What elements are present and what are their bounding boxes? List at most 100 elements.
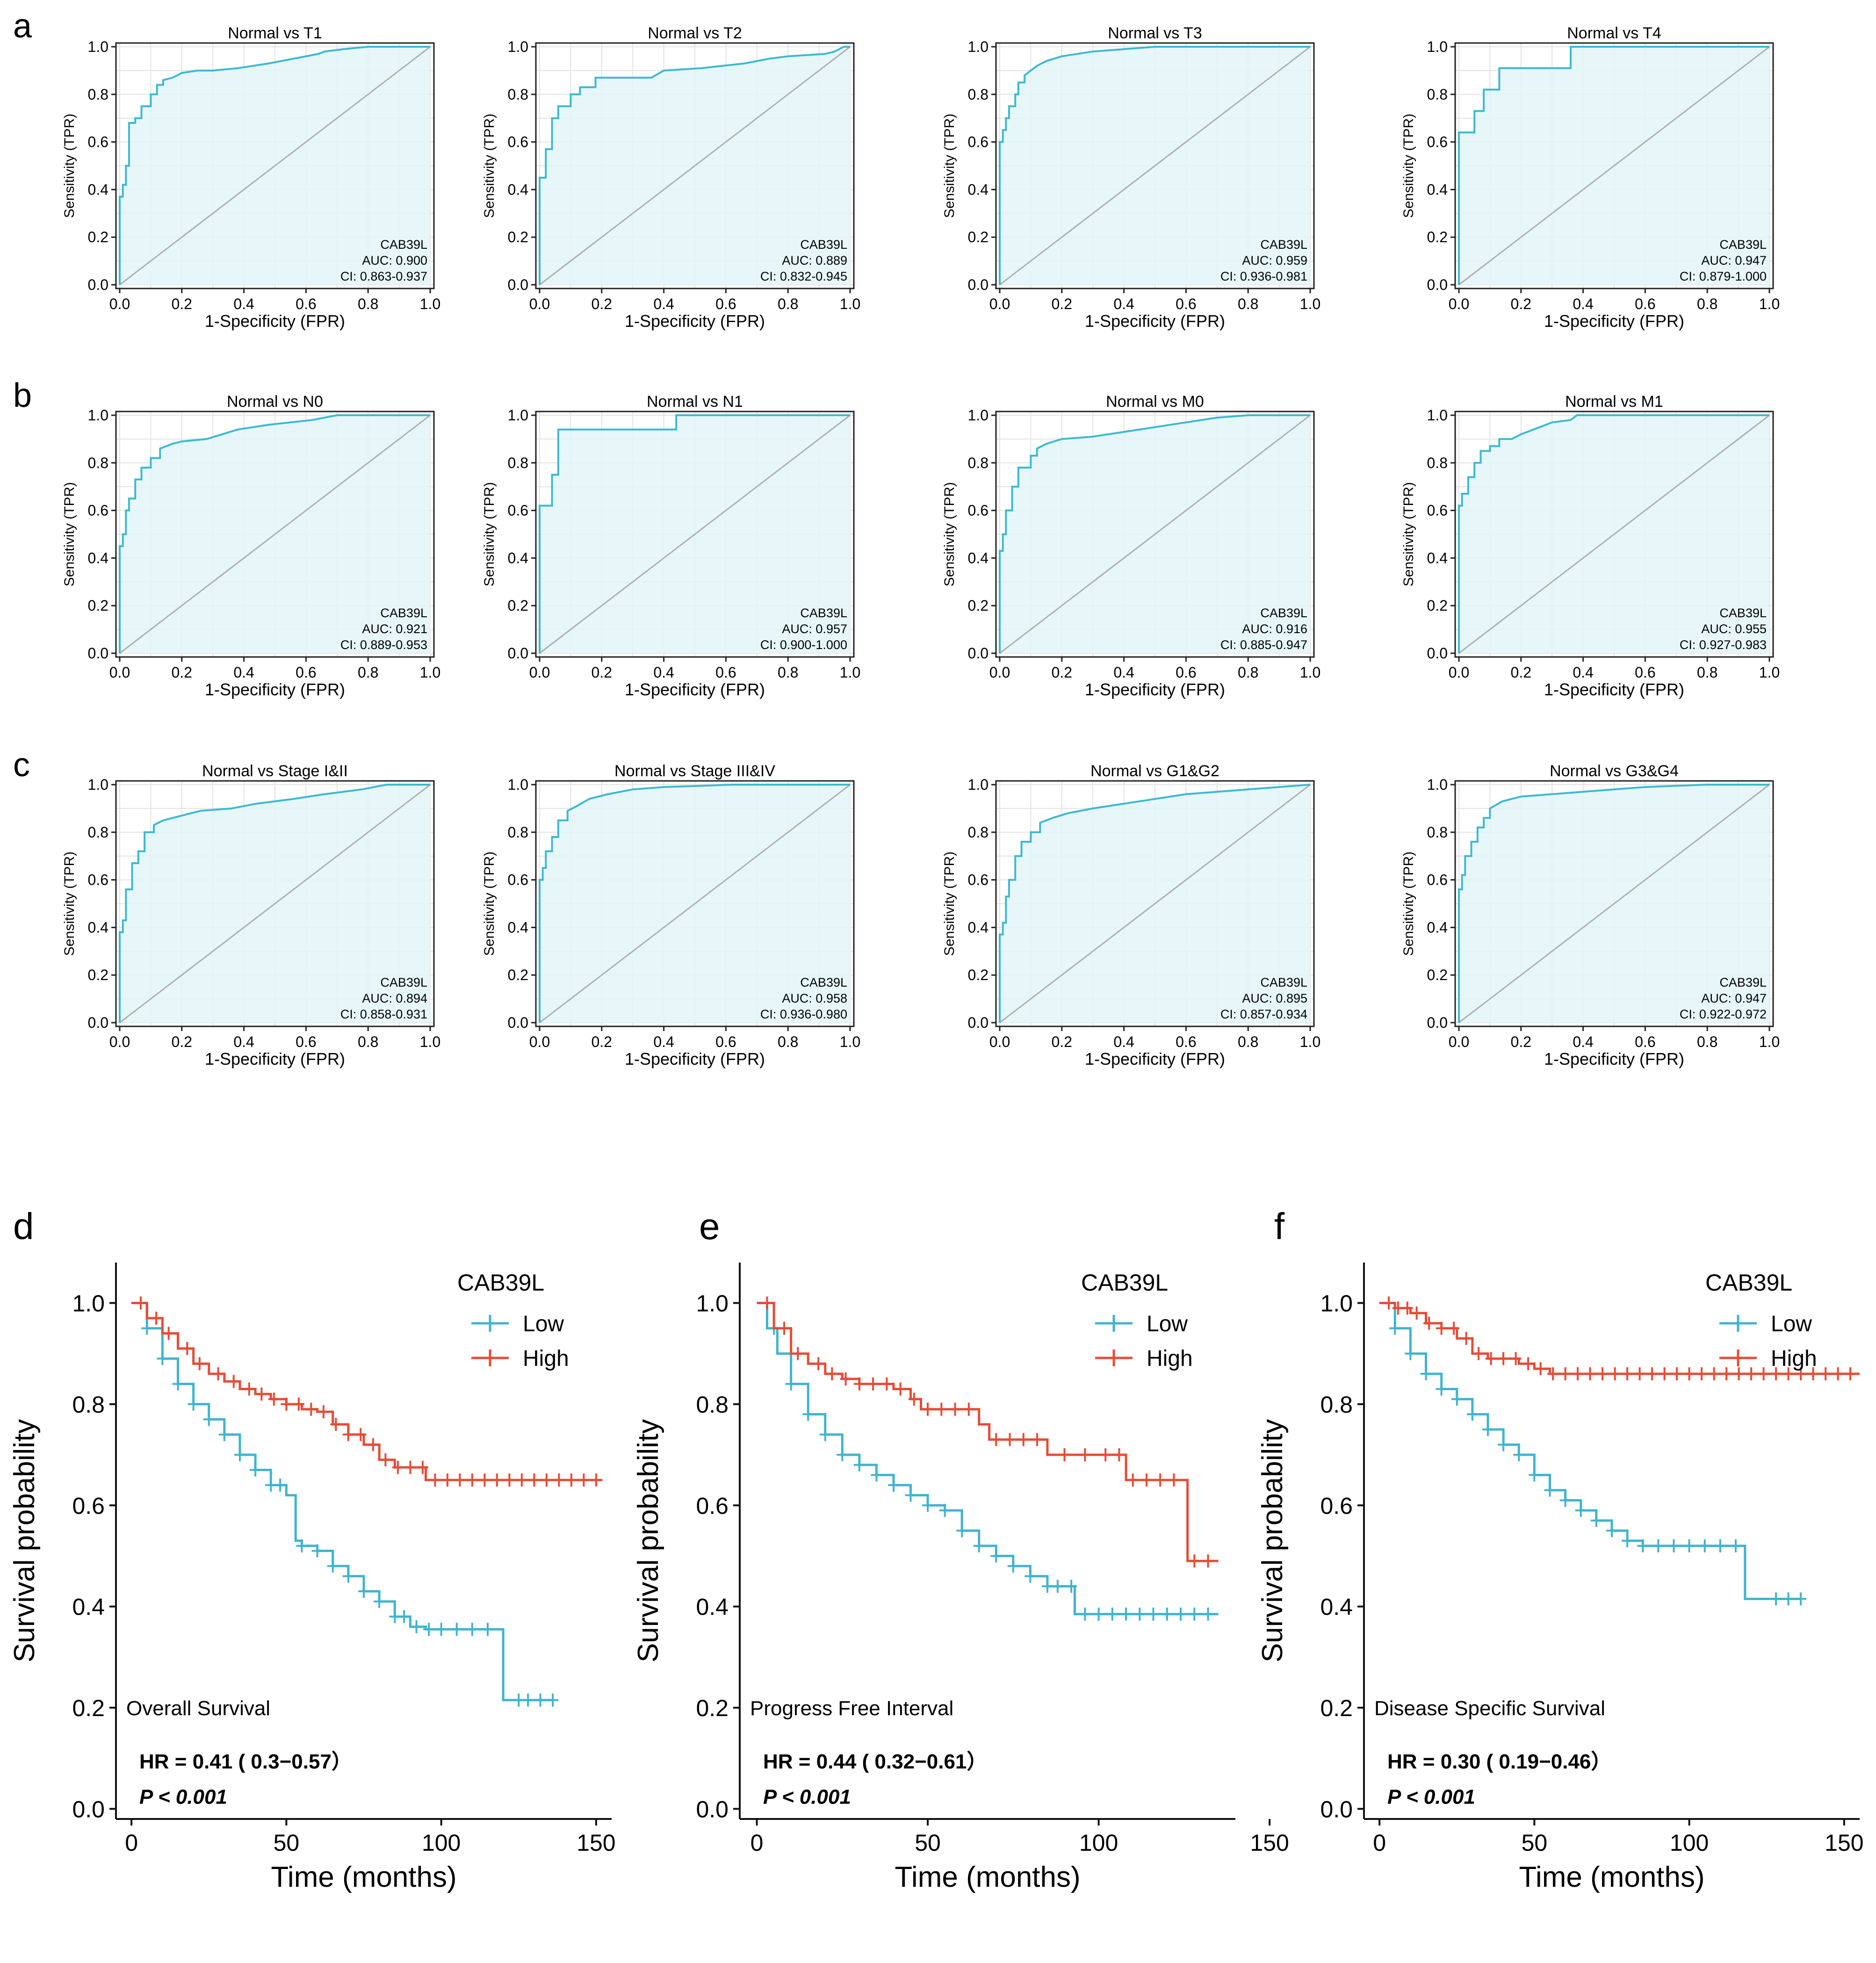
y-tick-label: 0.0 [508,1014,528,1031]
censor-mark-high [922,1402,934,1416]
reference-diagonal [539,784,851,1024]
x-tick-label: 0.6 [715,664,736,681]
x-tick-label: 0.4 [1573,664,1593,681]
x-axis-label: 1-Specificity (FPR) [625,1049,765,1068]
y-tick-label: 0.2 [88,597,108,614]
reference-diagonal [119,46,431,286]
hazard-ratio-label: HR = 0.30 ( 0.19−0.46） [1387,1750,1611,1773]
y-tick-label: 1.0 [88,407,108,424]
plot-frame [535,411,855,658]
x-tick-label: 0.6 [1635,664,1655,681]
censor-mark-low [342,1569,354,1583]
censor-mark-high [1383,1296,1394,1310]
survival-type-label: Progress Free Interval [750,1697,953,1720]
x-tick-label: 150 [577,1830,615,1856]
censor-mark-high [1059,1448,1070,1462]
x-axis-label: 1-Specificity (FPR) [1085,680,1225,699]
censor-mark-low [1175,1607,1187,1621]
roc-chart-normal-vs-g3-g4: 0.00.0 0.2 0.2 0.4 0.4 0.6 0.6 0.8 0.8 1.0 1.0 Norm… [1401,762,1780,1068]
y-tick-label: 0.8 [72,1392,105,1418]
censor-mark-high [454,1473,466,1487]
y-tick-label: 0.0 [1427,1014,1448,1031]
legend-label-low: Low [1771,1312,1812,1336]
censor-mark-low [887,1479,899,1492]
x-tick-label: 0.2 [1052,1033,1072,1050]
censor-mark-low [939,1504,951,1517]
gene-label: CAB39L [1719,975,1767,989]
y-tick-label: 0.2 [88,229,108,245]
censor-mark-low [905,1488,916,1502]
censor-mark-high [504,1473,515,1487]
censor-mark-high [1807,1367,1819,1380]
y-tick-label: 0.6 [88,502,108,519]
censor-mark-low [1513,1448,1525,1462]
y-axis-label: Survival probability [8,1419,41,1662]
censor-mark-high [1659,1367,1670,1380]
roc-chart-normal-vs-t3: 0.00.0 0.2 0.2 0.4 0.4 0.6 0.6 0.8 0.8 1.0 1.0 Norm… [942,24,1320,331]
censor-mark-low [1559,1494,1571,1507]
censor-mark-high [1202,1554,1214,1568]
roc-chart-normal-vs-t1: 0.00.0 0.2 0.2 0.4 0.4 0.6 0.6 0.8 0.8 1.0 1.0 Norm… [62,24,440,331]
km-chart-progress-free-interval: 0.0 0.2 0.4 0.6 0.8 1.0 0 50 100 150 Time (months)… [632,1263,1289,1893]
censor-mark-low [234,1448,245,1462]
y-tick-label: 1.0 [696,1291,729,1317]
censor-mark-low [327,1559,339,1573]
censor-mark-high [163,1327,174,1340]
censor-mark-low [837,1448,848,1462]
y-axis-label: Sensitivity (TPR) [1401,114,1416,218]
gene-label: CAB39L [800,975,847,989]
y-tick-label: 0.0 [968,1014,989,1031]
censor-mark-low [157,1352,168,1365]
legend-swatch-high [1719,1350,1757,1366]
x-tick-label: 0.6 [296,664,316,681]
censor-mark-high [1448,1321,1460,1335]
censor-mark-high [1473,1347,1485,1360]
y-tick-label: 0.8 [1320,1392,1353,1418]
censor-mark-high [1140,1473,1152,1487]
y-tick-label: 0.0 [88,645,108,662]
x-tick-label: 50 [274,1830,300,1856]
y-tick-label: 1.0 [1427,38,1448,55]
y-tick-label: 0.0 [508,276,528,293]
censor-mark-low [1466,1407,1478,1421]
y-tick-label: 0.8 [968,455,989,471]
y-tick-label: 1.0 [968,38,989,55]
gene-label: CAB39L [380,606,427,620]
x-tick-label: 1.0 [840,664,860,681]
censor-mark-high [181,1342,193,1355]
y-tick-label: 1.0 [1427,776,1448,793]
chart-title: Normal vs Stage III&IV [614,762,775,780]
reference-diagonal [539,414,851,654]
x-tick-label: 0.0 [1449,296,1469,312]
y-tick-label: 0.4 [1427,919,1448,936]
reference-diagonal [119,784,431,1024]
x-tick-label: 150 [1825,1830,1863,1856]
censor-mark-low [1436,1382,1447,1396]
censor-mark-high [1622,1367,1633,1380]
censor-mark-low [1637,1539,1649,1552]
x-tick-label: 1.0 [420,296,440,312]
roc-curve [1458,46,1769,285]
censor-mark-high [853,1377,865,1391]
censor-mark-low [522,1693,534,1707]
censor-mark-high [779,1321,790,1335]
x-tick-label: 0.4 [1113,664,1134,681]
plot-frame [995,780,1315,1027]
censor-mark-low [1714,1539,1726,1552]
censor-mark-high [135,1296,146,1310]
survival-type-label: Disease Specific Survival [1374,1697,1605,1720]
censor-mark-high [330,1418,342,1431]
gene-label: CAB39L [1719,606,1767,620]
censor-mark-high [1758,1367,1769,1380]
x-tick-label: 0.6 [715,1033,736,1050]
y-tick-label: 0.0 [968,645,989,662]
y-tick-label: 0.4 [508,919,528,936]
plot-frame [995,411,1315,658]
roc-curve [119,784,430,1023]
censor-mark-high [908,1393,920,1406]
x-tick-label: 0.6 [1176,664,1196,681]
censor-mark-high [228,1375,239,1388]
y-tick-label: 0.6 [1427,134,1448,151]
censor-mark-high [1572,1367,1584,1380]
y-tick-label: 0.6 [1320,1493,1353,1519]
